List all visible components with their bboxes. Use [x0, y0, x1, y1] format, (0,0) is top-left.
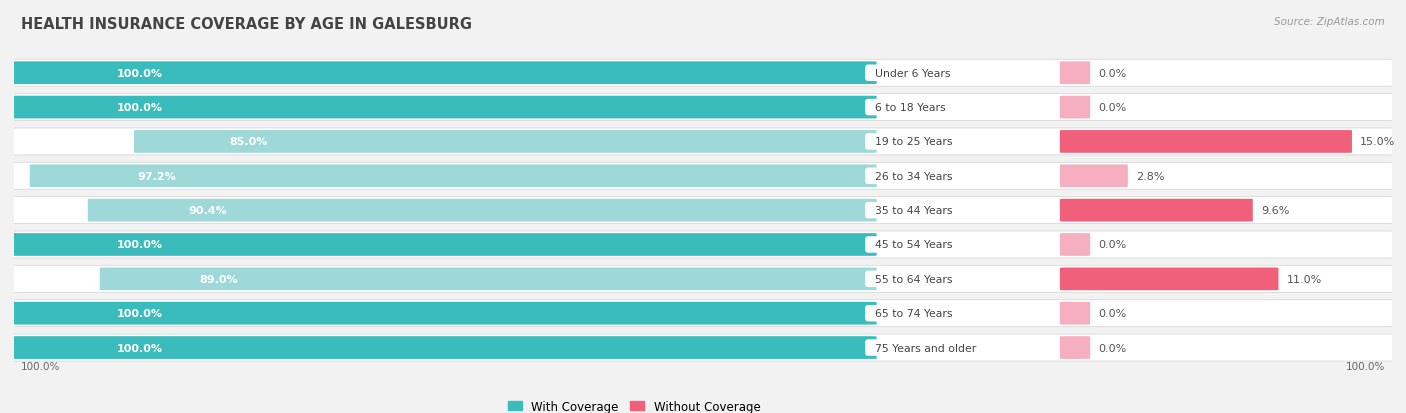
- FancyBboxPatch shape: [30, 165, 876, 188]
- FancyBboxPatch shape: [6, 302, 876, 325]
- Text: 45 to 54 Years: 45 to 54 Years: [869, 240, 960, 250]
- Text: HEALTH INSURANCE COVERAGE BY AGE IN GALESBURG: HEALTH INSURANCE COVERAGE BY AGE IN GALE…: [21, 17, 472, 31]
- Text: 100.0%: 100.0%: [117, 69, 163, 78]
- Text: 0.0%: 0.0%: [1098, 103, 1126, 113]
- FancyBboxPatch shape: [10, 163, 1396, 190]
- Text: 100.0%: 100.0%: [117, 309, 163, 318]
- FancyBboxPatch shape: [10, 60, 1396, 87]
- Text: 9.6%: 9.6%: [1261, 206, 1289, 216]
- FancyBboxPatch shape: [1060, 199, 1253, 222]
- Text: 85.0%: 85.0%: [229, 137, 267, 147]
- Text: 100.0%: 100.0%: [117, 103, 163, 113]
- Text: 100.0%: 100.0%: [1346, 361, 1385, 371]
- Text: Under 6 Years: Under 6 Years: [869, 69, 957, 78]
- FancyBboxPatch shape: [10, 334, 1396, 361]
- FancyBboxPatch shape: [1060, 62, 1090, 85]
- FancyBboxPatch shape: [1060, 234, 1090, 256]
- FancyBboxPatch shape: [1060, 131, 1353, 154]
- FancyBboxPatch shape: [10, 300, 1396, 327]
- Text: 55 to 64 Years: 55 to 64 Years: [869, 274, 960, 284]
- FancyBboxPatch shape: [1060, 336, 1090, 359]
- FancyBboxPatch shape: [10, 128, 1396, 156]
- Text: 100.0%: 100.0%: [117, 240, 163, 250]
- FancyBboxPatch shape: [10, 231, 1396, 259]
- FancyBboxPatch shape: [6, 336, 876, 359]
- Text: 97.2%: 97.2%: [138, 171, 176, 181]
- Text: 90.4%: 90.4%: [188, 206, 228, 216]
- FancyBboxPatch shape: [87, 199, 876, 222]
- Text: 15.0%: 15.0%: [1360, 137, 1396, 147]
- FancyBboxPatch shape: [100, 268, 876, 290]
- FancyBboxPatch shape: [6, 97, 876, 119]
- Text: 65 to 74 Years: 65 to 74 Years: [869, 309, 960, 318]
- Text: 35 to 44 Years: 35 to 44 Years: [869, 206, 960, 216]
- FancyBboxPatch shape: [6, 62, 876, 85]
- Text: Source: ZipAtlas.com: Source: ZipAtlas.com: [1274, 17, 1385, 26]
- FancyBboxPatch shape: [1060, 302, 1090, 325]
- Text: 26 to 34 Years: 26 to 34 Years: [869, 171, 960, 181]
- Text: 19 to 25 Years: 19 to 25 Years: [869, 137, 960, 147]
- Text: 100.0%: 100.0%: [21, 361, 60, 371]
- FancyBboxPatch shape: [10, 266, 1396, 293]
- Text: 2.8%: 2.8%: [1136, 171, 1164, 181]
- Text: 0.0%: 0.0%: [1098, 343, 1126, 353]
- FancyBboxPatch shape: [1060, 97, 1090, 119]
- Text: 75 Years and older: 75 Years and older: [869, 343, 984, 353]
- Text: 100.0%: 100.0%: [117, 343, 163, 353]
- Text: 0.0%: 0.0%: [1098, 240, 1126, 250]
- FancyBboxPatch shape: [6, 234, 876, 256]
- FancyBboxPatch shape: [10, 94, 1396, 121]
- FancyBboxPatch shape: [134, 131, 876, 154]
- Text: 0.0%: 0.0%: [1098, 69, 1126, 78]
- Legend: With Coverage, Without Coverage: With Coverage, Without Coverage: [503, 395, 765, 413]
- FancyBboxPatch shape: [1060, 268, 1278, 290]
- Text: 11.0%: 11.0%: [1286, 274, 1322, 284]
- Text: 89.0%: 89.0%: [200, 274, 238, 284]
- FancyBboxPatch shape: [1060, 165, 1128, 188]
- FancyBboxPatch shape: [10, 197, 1396, 224]
- Text: 6 to 18 Years: 6 to 18 Years: [869, 103, 953, 113]
- Text: 0.0%: 0.0%: [1098, 309, 1126, 318]
